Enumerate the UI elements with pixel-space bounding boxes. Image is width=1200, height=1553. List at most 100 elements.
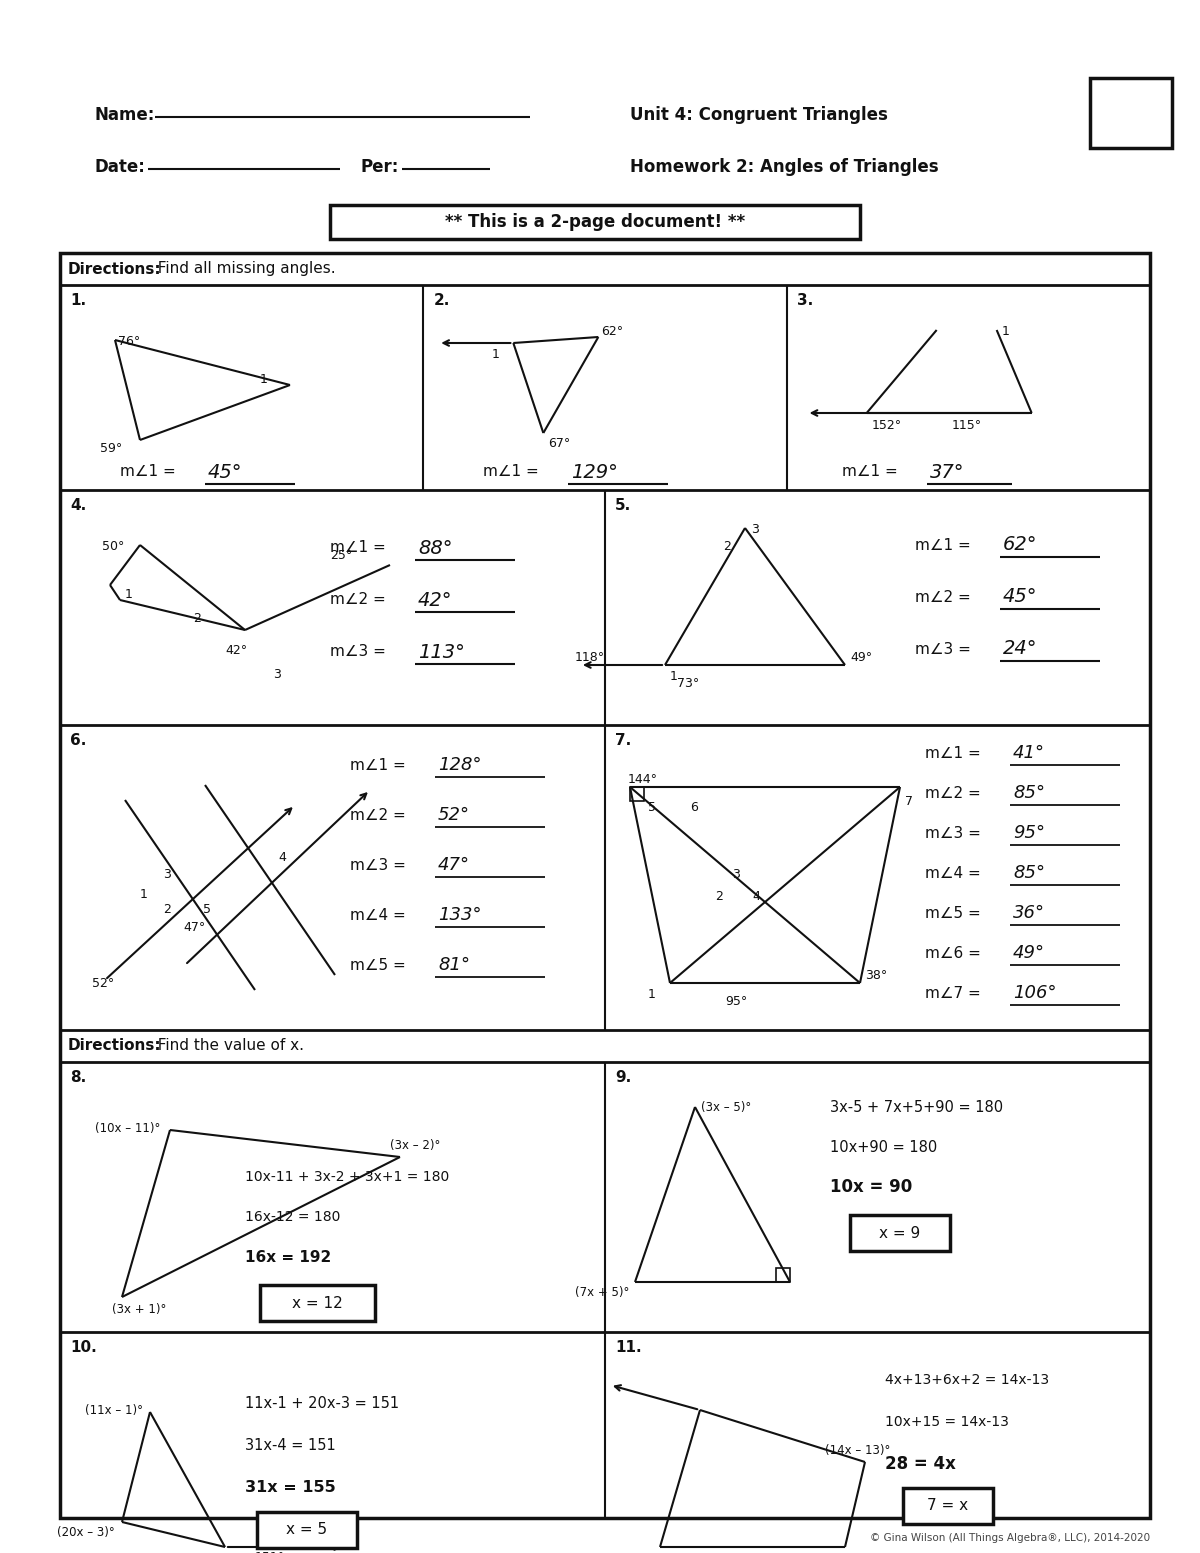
Text: 3: 3 [732, 868, 740, 881]
Text: 1: 1 [125, 589, 133, 601]
Text: 1: 1 [260, 373, 268, 387]
Text: 1: 1 [1002, 325, 1009, 339]
Text: 95°: 95° [725, 995, 748, 1008]
Text: 152°: 152° [871, 419, 901, 432]
Text: Directions:: Directions: [68, 261, 162, 276]
Text: 2: 2 [722, 540, 731, 553]
Text: m∠1 =: m∠1 = [916, 537, 976, 553]
Text: 115°: 115° [952, 419, 982, 432]
Text: 9.: 9. [616, 1070, 631, 1086]
Text: (14x – 13)°: (14x – 13)° [826, 1444, 890, 1457]
Text: 31x = 155: 31x = 155 [245, 1480, 336, 1496]
Text: (11x – 1)°: (11x – 1)° [85, 1404, 143, 1416]
Text: 7.: 7. [616, 733, 631, 749]
Text: 25°: 25° [330, 550, 353, 562]
Text: 62°: 62° [601, 325, 624, 339]
Text: 52°: 52° [92, 977, 114, 989]
Text: 49°: 49° [1013, 944, 1045, 961]
Text: 10x+90 = 180: 10x+90 = 180 [830, 1140, 937, 1154]
Bar [60, 253, 1150, 286]
Text: 113°: 113° [418, 643, 464, 662]
Text: 7: 7 [905, 795, 913, 808]
Text: ** This is a 2-page document! **: ** This is a 2-page document! ** [445, 213, 745, 231]
Text: 11x-1 + 20x-3 = 151: 11x-1 + 20x-3 = 151 [245, 1396, 400, 1412]
Text: Directions:: Directions: [68, 1039, 162, 1053]
Text: 4x+13+6x+2 = 14x-13: 4x+13+6x+2 = 14x-13 [886, 1373, 1049, 1387]
Text: 10x-11 + 3x-2 + 3x+1 = 180: 10x-11 + 3x-2 + 3x+1 = 180 [245, 1169, 449, 1183]
Text: 59°: 59° [100, 443, 122, 455]
Text: 95°: 95° [1013, 825, 1045, 842]
Text: m∠1 =: m∠1 = [925, 745, 985, 761]
Text: 24°: 24° [1003, 640, 1038, 658]
Text: 7 = x: 7 = x [928, 1499, 968, 1514]
Text: 5.: 5. [616, 499, 631, 512]
Text: m∠1 =: m∠1 = [330, 540, 391, 556]
Text: 2.: 2. [433, 294, 450, 307]
Text: 10x+15 = 14x-13: 10x+15 = 14x-13 [886, 1415, 1009, 1429]
Text: 118°: 118° [575, 651, 605, 665]
Text: 4.: 4. [70, 499, 86, 512]
Text: m∠3 =: m∠3 = [350, 857, 410, 873]
Text: 52°: 52° [438, 806, 470, 825]
Text: (3x – 2)°: (3x – 2)° [390, 1138, 440, 1152]
Text: 37°: 37° [930, 463, 964, 481]
Text: 2: 2 [163, 902, 170, 916]
Text: 45°: 45° [1003, 587, 1038, 607]
Bar [257, 1513, 358, 1548]
Text: 50°: 50° [102, 540, 125, 553]
Text: m∠7 =: m∠7 = [925, 986, 985, 1000]
Text: m∠3 =: m∠3 = [330, 644, 391, 660]
Bar [904, 1488, 994, 1523]
Text: 85°: 85° [1013, 863, 1045, 882]
Text: m∠2 =: m∠2 = [916, 590, 976, 604]
Text: 4: 4 [752, 890, 760, 902]
Text: x = 9: x = 9 [880, 1225, 920, 1241]
Text: m∠5 =: m∠5 = [350, 958, 410, 972]
Text: 1: 1 [648, 988, 656, 1002]
Text: Unit 4: Congruent Triangles: Unit 4: Congruent Triangles [630, 106, 888, 124]
Bar [330, 205, 860, 239]
Text: 11.: 11. [616, 1340, 642, 1356]
Text: (7x + 5)°: (7x + 5)° [575, 1286, 629, 1298]
Text: 16x = 192: 16x = 192 [245, 1250, 331, 1264]
Text: 47°: 47° [438, 856, 470, 874]
Text: © Gina Wilson (All Things Algebra®, LLC), 2014-2020: © Gina Wilson (All Things Algebra®, LLC)… [870, 1533, 1150, 1544]
Text: 85°: 85° [1013, 784, 1045, 801]
Bar [776, 1267, 790, 1281]
Text: 88°: 88° [418, 539, 452, 558]
Text: 36°: 36° [1013, 904, 1045, 922]
Text: 151°: 151° [256, 1551, 286, 1553]
Text: m∠1 =: m∠1 = [484, 464, 544, 480]
Text: Date:: Date: [95, 158, 146, 175]
Text: 81°: 81° [438, 957, 470, 974]
Text: 5: 5 [203, 902, 211, 916]
Text: Find the value of x.: Find the value of x. [148, 1039, 304, 1053]
Text: 1: 1 [140, 888, 148, 901]
Text: (3x + 1)°: (3x + 1)° [112, 1303, 167, 1315]
Text: m∠3 =: m∠3 = [925, 826, 985, 840]
Bar [260, 1284, 374, 1322]
Text: 3: 3 [751, 523, 758, 536]
Text: Per:: Per: [360, 158, 398, 175]
Bar [630, 787, 644, 801]
Text: 2: 2 [193, 612, 200, 624]
Text: 38°: 38° [865, 969, 887, 981]
Text: 73°: 73° [677, 677, 700, 690]
Bar [850, 1214, 950, 1252]
Text: m∠2 =: m∠2 = [350, 808, 410, 823]
Text: 1.: 1. [70, 294, 86, 307]
Text: 6.: 6. [70, 733, 86, 749]
Text: (10x – 11)°: (10x – 11)° [95, 1121, 161, 1135]
Text: m∠1 =: m∠1 = [120, 464, 181, 480]
Text: 10x = 90: 10x = 90 [830, 1179, 912, 1196]
Text: 76°: 76° [118, 335, 140, 348]
Text: m∠4 =: m∠4 = [925, 865, 985, 881]
Text: 16x-12 = 180: 16x-12 = 180 [245, 1210, 341, 1224]
Text: 8.: 8. [70, 1070, 86, 1086]
Text: 1: 1 [670, 669, 678, 683]
Text: 6: 6 [690, 801, 698, 814]
Text: x = 12: x = 12 [292, 1295, 342, 1311]
Text: m∠1 =: m∠1 = [350, 758, 410, 772]
Text: 49°: 49° [850, 651, 872, 665]
Text: 47°: 47° [182, 921, 205, 933]
